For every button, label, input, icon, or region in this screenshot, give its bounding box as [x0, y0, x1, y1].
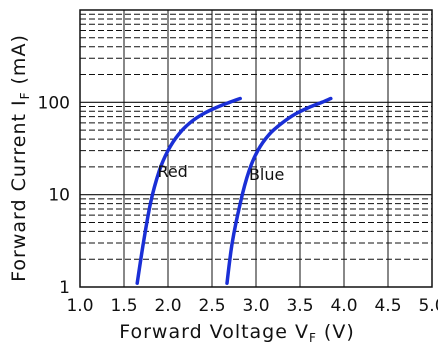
series-label-red: Red [157, 162, 187, 181]
x-axis-title: Forward Voltage VF (V) [119, 321, 355, 345]
series-layer [135, 96, 333, 285]
x-axis-title-unit: (V) [317, 321, 355, 343]
x-axis-title-subscript: F [309, 331, 317, 345]
y-tick-labels: 1 10 100 [38, 93, 70, 298]
x-tick-label: 3.0 [242, 296, 269, 316]
x-tick-label: 5.0 [418, 296, 438, 316]
y-axis-title-main: Forward Current I [8, 99, 30, 281]
y-tick-label: 1 [59, 278, 70, 298]
y-axis-title-unit: (mA) [8, 34, 30, 91]
x-tick-label: 2.5 [198, 296, 225, 316]
x-axis-title-main: Forward Voltage V [119, 321, 309, 343]
y-axis-title-subscript: F [18, 92, 32, 100]
plot-frame [79, 9, 433, 288]
y-axis-title: Forward Current IF (mA) [8, 34, 32, 282]
y-tick-label: 100 [38, 93, 70, 113]
x-tick-labels: 1.0 1.5 2.0 2.5 3.0 3.5 4.0 4.5 5.0 [66, 296, 438, 316]
series-line-red [135, 96, 242, 285]
x-tick-label: 1.5 [110, 296, 137, 316]
y-tick-label: 10 [48, 186, 70, 206]
grid [80, 10, 432, 287]
series-line-blue [225, 96, 333, 285]
x-tick-label: 4.5 [374, 296, 401, 316]
x-tick-label: 2.0 [154, 296, 181, 316]
x-tick-label: 1.0 [66, 296, 93, 316]
series-label-blue: Blue [249, 165, 284, 184]
x-tick-label: 3.5 [286, 296, 313, 316]
x-tick-label: 4.0 [330, 296, 357, 316]
series-labels: Red Blue [157, 162, 284, 184]
